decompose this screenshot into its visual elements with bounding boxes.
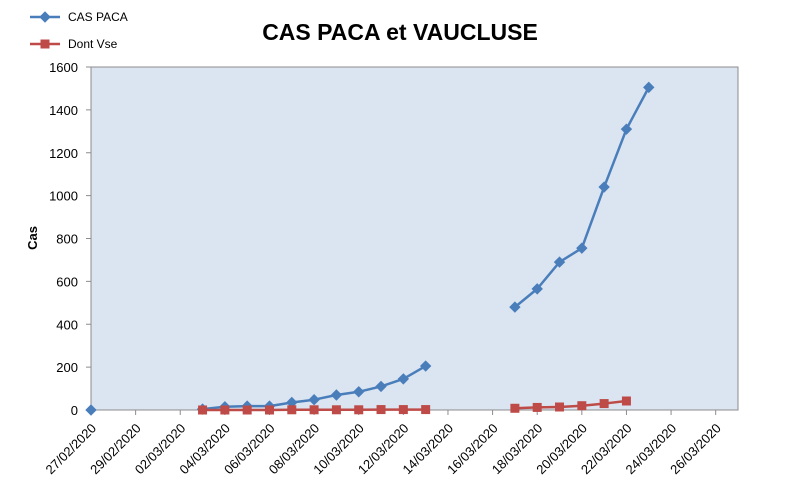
legend-item: CAS PACA: [30, 10, 128, 24]
series-line-segment: [580, 185, 606, 250]
data-point: [621, 396, 631, 406]
data-point: [576, 242, 588, 254]
y-tick-label: 800: [56, 232, 78, 247]
series-layer: [85, 81, 655, 416]
y-axis-label: Cas: [25, 226, 40, 250]
chart-title: CAS PACA et VAUCLUSE: [262, 19, 538, 45]
data-point: [309, 405, 319, 415]
legend-item: Dont Vse: [30, 37, 118, 51]
data-point: [308, 394, 320, 406]
plot-area: [90, 66, 739, 411]
series-line-segment: [535, 260, 561, 291]
series-dont-vse: [198, 396, 631, 415]
y-tick-label: 1400: [49, 103, 78, 118]
data-point: [85, 404, 97, 416]
data-point: [353, 386, 365, 398]
data-point: [598, 181, 610, 193]
y-tick-label: 200: [56, 360, 78, 375]
y-tick-label: 1000: [49, 189, 78, 204]
data-point: [553, 256, 566, 268]
legend: CAS PACA Dont Vse: [30, 10, 128, 51]
x-axis: 27/02/202029/02/202002/03/202004/03/2020…: [42, 410, 724, 477]
data-point: [375, 380, 387, 393]
legend-marker: [40, 39, 50, 49]
data-point: [330, 389, 343, 401]
series-line-segment: [602, 127, 628, 189]
y-axis: 0 200 400 600 800 1000 1200 1400 1600: [49, 60, 91, 418]
legend-label: Dont Vse: [68, 37, 118, 51]
y-tick-label: 1200: [49, 146, 78, 161]
data-point: [354, 405, 364, 415]
data-point: [264, 405, 274, 415]
data-point: [242, 405, 252, 415]
y-tick-label: 1600: [49, 60, 78, 75]
data-point: [577, 401, 587, 411]
legend-label: CAS PACA: [68, 10, 128, 24]
series-line-segment: [558, 246, 584, 264]
data-point: [421, 405, 431, 415]
data-point: [376, 405, 386, 415]
data-point: [331, 405, 341, 415]
data-point: [398, 405, 408, 415]
data-point: [198, 405, 208, 415]
legend-marker: [39, 11, 51, 23]
data-point: [620, 123, 633, 135]
y-tick-label: 0: [71, 403, 78, 418]
data-point: [510, 403, 520, 413]
data-point: [599, 399, 609, 409]
series-line-segment: [625, 86, 651, 131]
data-point: [287, 405, 297, 415]
data-point: [531, 283, 543, 295]
y-tick-label: 400: [56, 317, 78, 332]
data-point: [397, 373, 410, 385]
data-point: [419, 360, 432, 372]
data-point: [532, 402, 542, 412]
data-point: [555, 402, 565, 412]
y-tick-label: 600: [56, 274, 78, 289]
series-line-segment: [513, 287, 539, 309]
series-line-segment: [402, 364, 427, 381]
data-point: [509, 301, 521, 313]
data-point: [220, 405, 230, 415]
data-point: [643, 81, 655, 94]
